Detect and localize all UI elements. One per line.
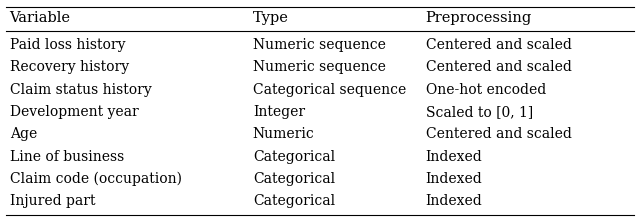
Text: Paid loss history: Paid loss history [10, 38, 125, 52]
Text: Variable: Variable [10, 12, 70, 25]
Text: Centered and scaled: Centered and scaled [426, 127, 572, 141]
Text: Categorical: Categorical [253, 172, 335, 186]
Text: One-hot encoded: One-hot encoded [426, 83, 546, 97]
Text: Integer: Integer [253, 105, 305, 119]
Text: Categorical: Categorical [253, 150, 335, 164]
Text: Indexed: Indexed [426, 172, 483, 186]
Text: Centered and scaled: Centered and scaled [426, 60, 572, 74]
Text: Indexed: Indexed [426, 150, 483, 164]
Text: Recovery history: Recovery history [10, 60, 129, 74]
Text: Numeric: Numeric [253, 127, 314, 141]
Text: Numeric sequence: Numeric sequence [253, 38, 386, 52]
Text: Age: Age [10, 127, 37, 141]
Text: Numeric sequence: Numeric sequence [253, 60, 386, 74]
Text: Development year: Development year [10, 105, 138, 119]
Text: Type: Type [253, 12, 289, 25]
Text: Preprocessing: Preprocessing [426, 12, 532, 25]
Text: Categorical sequence: Categorical sequence [253, 83, 406, 97]
Text: Indexed: Indexed [426, 194, 483, 208]
Text: Claim status history: Claim status history [10, 83, 151, 97]
Text: Scaled to [0, 1]: Scaled to [0, 1] [426, 105, 533, 119]
Text: Centered and scaled: Centered and scaled [426, 38, 572, 52]
Text: Categorical: Categorical [253, 194, 335, 208]
Text: Claim code (occupation): Claim code (occupation) [10, 172, 182, 186]
Text: Line of business: Line of business [10, 150, 124, 164]
Text: Injured part: Injured part [10, 194, 95, 208]
